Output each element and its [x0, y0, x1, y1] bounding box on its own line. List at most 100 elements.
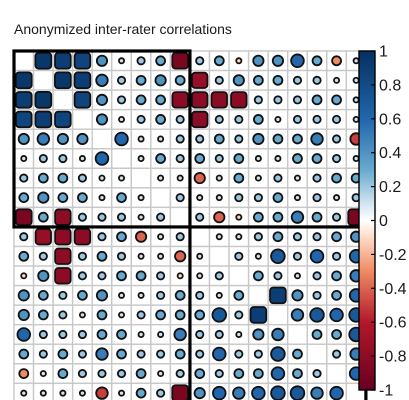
- correlation-mark: [252, 132, 265, 146]
- correlation-mark: [312, 290, 322, 300]
- correlation-mark: [34, 51, 53, 70]
- correlation-mark: [137, 155, 145, 163]
- correlation-mark: [18, 192, 30, 203]
- correlation-mark: [195, 212, 205, 222]
- correlation-mark: [38, 349, 48, 359]
- correlation-mark: [38, 329, 48, 340]
- correlation-mark: [333, 76, 341, 84]
- correlation-mark: [235, 330, 243, 338]
- correlation-mark: [135, 387, 147, 399]
- correlation-mark: [77, 192, 88, 203]
- correlation-mark: [77, 271, 87, 281]
- correlation-mark: [157, 135, 165, 143]
- legend-tick-label: -0.2: [379, 247, 407, 264]
- correlation-mark: [290, 308, 305, 322]
- correlation-mark: [253, 95, 263, 105]
- correlation-mark: [211, 307, 228, 323]
- correlation-mark: [171, 384, 189, 400]
- correlation-mark: [196, 272, 204, 280]
- correlation-mark: [135, 368, 147, 379]
- correlation-mark: [15, 110, 33, 129]
- correlation-mark: [175, 193, 185, 203]
- correlation-mark: [78, 155, 86, 163]
- correlation-mark: [212, 346, 227, 362]
- legend-tick-label: 0.2: [379, 179, 401, 196]
- correlation-mark: [293, 272, 301, 280]
- correlation-mark: [214, 329, 224, 340]
- correlation-mark: [290, 53, 305, 69]
- correlation-mark: [292, 251, 303, 261]
- correlation-mark: [254, 155, 262, 163]
- correlation-mark: [54, 228, 72, 246]
- correlation-mark: [114, 131, 129, 147]
- correlation-mark: [215, 174, 223, 182]
- correlation-mark: [271, 327, 285, 342]
- grid-cell: [52, 89, 74, 111]
- grid-cell: [267, 304, 289, 326]
- correlation-mark: [196, 252, 204, 260]
- grid-cell: [32, 69, 54, 91]
- correlation-mark: [311, 94, 323, 106]
- correlation-mark: [137, 291, 145, 299]
- correlation-mark: [116, 270, 127, 282]
- correlation-mark: [312, 193, 322, 203]
- correlation-mark: [253, 368, 264, 379]
- correlation-mark: [331, 329, 342, 340]
- correlation-mark: [57, 192, 69, 203]
- correlation-mark: [73, 52, 92, 70]
- correlation-mark: [254, 252, 262, 260]
- correlation-mark: [17, 308, 30, 321]
- correlation-mark: [73, 71, 92, 90]
- correlation-mark: [253, 349, 263, 359]
- correlation-mark: [215, 194, 223, 202]
- correlation-mark: [352, 57, 360, 65]
- correlation-mark: [195, 290, 205, 300]
- legend-tick-label: -0.8: [379, 349, 407, 366]
- correlation-mark: [312, 173, 322, 183]
- correlation-mark: [58, 329, 68, 340]
- correlation-mark: [292, 232, 303, 242]
- correlation-mark: [292, 75, 303, 85]
- correlation-mark: [57, 368, 69, 379]
- correlation-mark: [210, 91, 228, 109]
- correlation-mark: [54, 247, 72, 265]
- grid-cell: [189, 226, 211, 248]
- correlation-mark: [194, 309, 206, 321]
- correlation-mark: [156, 349, 166, 359]
- grid-cell: [150, 187, 172, 209]
- legend-tick-label: -0.6: [379, 315, 407, 332]
- legend-tick-label: 0.4: [379, 145, 401, 162]
- correlation-mark: [292, 95, 303, 105]
- correlation-mark: [17, 289, 30, 302]
- correlation-mark: [94, 151, 110, 166]
- correlation-mark: [96, 250, 108, 262]
- correlation-mark: [58, 310, 68, 320]
- correlation-mark: [175, 153, 185, 164]
- correlation-mark: [157, 330, 165, 338]
- correlation-mark: [235, 213, 243, 221]
- correlation-mark: [352, 96, 360, 104]
- correlation-mark: [195, 349, 205, 359]
- correlation-mark: [16, 327, 32, 342]
- correlation-mark: [309, 307, 325, 323]
- correlation-mark: [77, 369, 87, 379]
- correlation-mark: [252, 328, 265, 341]
- color-legend: 1 0.8 0.6 0.4 0.2 0 -0.2 -0.4 -0.6 -0.8 -1: [358, 44, 407, 400]
- correlation-mark: [154, 74, 167, 87]
- correlation-mark: [37, 309, 49, 321]
- correlation-mark: [77, 251, 87, 261]
- correlation-mark: [37, 211, 49, 223]
- correlation-mark: [234, 134, 244, 144]
- correlation-mark: [174, 348, 186, 360]
- correlation-mark: [214, 369, 224, 379]
- correlation-mark: [331, 270, 342, 282]
- correlation-mark: [19, 232, 29, 242]
- correlation-mark: [39, 389, 47, 397]
- correlation-mark: [156, 290, 166, 300]
- correlation-mark: [234, 114, 244, 124]
- correlation-mark: [95, 73, 109, 88]
- correlation-mark: [14, 71, 33, 90]
- legend-tick-label: 1: [379, 44, 388, 61]
- correlation-mark: [54, 51, 72, 70]
- grid-cell: [208, 245, 230, 267]
